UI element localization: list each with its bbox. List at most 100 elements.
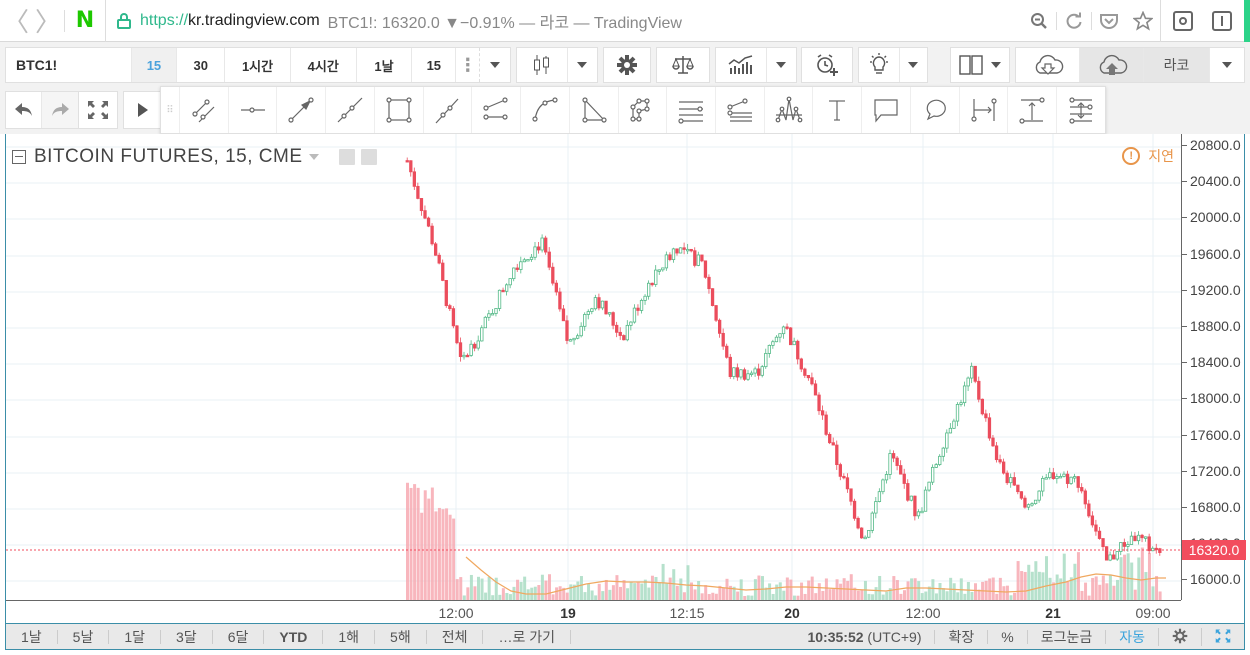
extended-line-tool-icon[interactable] — [325, 87, 374, 133]
interval-1d[interactable]: 1날 — [357, 48, 413, 82]
interval-dropdown[interactable] — [480, 48, 510, 82]
warning-icon: ! — [1122, 147, 1141, 165]
callout-tool-icon[interactable] — [861, 87, 910, 133]
range-5d[interactable]: 5날 — [58, 629, 110, 644]
price-label: 16800.0 — [1182, 499, 1241, 515]
series-title: BITCOIN FUTURES, 15, CME — [34, 146, 303, 167]
back-button[interactable]: 〈 — [2, 8, 29, 38]
auto-scale-toggle[interactable]: 자동 — [1105, 630, 1158, 644]
delayed-data-badge[interactable]: ! 지연 — [1122, 146, 1174, 166]
add-alert-icon[interactable] — [802, 48, 852, 82]
chart-pane[interactable]: BITCOIN FUTURES, 15, CME ! 지연 20800.0 20… — [5, 134, 1246, 624]
symbol-input[interactable]: BTC1! — [6, 48, 132, 82]
page-title: BTC1!: 16320.0 ▼−0.91% — 라코 — TradingVie… — [327, 14, 682, 32]
save-layout-cloud-icon[interactable] — [1080, 48, 1144, 82]
goto-date-button[interactable]: …로 가기 — [483, 629, 571, 644]
interval-30[interactable]: 30 — [177, 48, 226, 82]
curve-tool-icon[interactable] — [520, 87, 569, 133]
horizontal-ray-tool-icon[interactable] — [227, 87, 277, 133]
replay-play-icon[interactable] — [124, 92, 162, 128]
more-intervals-icon[interactable]: ⋮ — [456, 48, 481, 82]
range-6m[interactable]: 6달 — [213, 629, 265, 644]
price-scale[interactable]: 20800.0 20400.0 20000.0 19600.0 19200.0 … — [1181, 134, 1246, 600]
price-plot[interactable] — [6, 134, 1181, 600]
eye-visibility-icon[interactable] — [338, 149, 355, 165]
disjoint-channel-tool-icon[interactable] — [471, 87, 520, 133]
time-scale[interactable]: 12:00 19 12:15 20 12:00 21 09:00 — [6, 600, 1181, 624]
bookmark-star-icon[interactable] — [1126, 10, 1160, 31]
range-1y[interactable]: 1해 — [323, 629, 376, 644]
range-ytd[interactable]: YTD — [264, 629, 324, 644]
chart-type-button[interactable] — [517, 48, 568, 82]
current-price-badge: 16320.0 — [1182, 540, 1246, 560]
forward-button[interactable]: 〉 — [34, 8, 61, 38]
home-logo-button[interactable]: N — [75, 8, 95, 33]
layout-name-button[interactable]: 라코 — [1144, 48, 1210, 82]
triangle-tool-icon[interactable] — [568, 87, 618, 133]
ideas-dropdown[interactable] — [900, 48, 927, 82]
range-3m[interactable]: 3달 — [161, 629, 213, 644]
chevron-down-icon[interactable] — [308, 154, 319, 160]
date-range-tool-icon[interactable] — [958, 87, 1008, 133]
compare-scales-icon[interactable] — [657, 48, 709, 82]
date-price-range-tool-icon[interactable] — [1056, 87, 1105, 133]
pocket-icon[interactable] — [1092, 12, 1126, 30]
text-tool-icon[interactable] — [812, 87, 861, 133]
reload-icon[interactable] — [1057, 12, 1091, 30]
range-5y[interactable]: 5해 — [375, 629, 427, 644]
parallel-channel-tool-icon[interactable] — [422, 87, 472, 133]
time-label: 12:15 — [669, 605, 705, 621]
xabcd-pattern-tool-icon[interactable] — [617, 87, 667, 133]
undo-icon[interactable] — [6, 92, 42, 128]
arrow-tool-icon[interactable] — [276, 87, 325, 133]
interval-custom-15[interactable]: 15 — [412, 48, 457, 82]
reader-extension-icon[interactable] — [1204, 10, 1240, 31]
ideas-lightbulb-icon[interactable] — [859, 48, 900, 82]
extended-hours-toggle[interactable]: 확장 — [934, 630, 987, 644]
settings-gear-icon[interactable] — [604, 48, 650, 82]
rectangle-tool-icon[interactable] — [373, 87, 423, 133]
zoom-out-icon[interactable] — [1022, 12, 1056, 30]
layout-menu-dropdown[interactable] — [1210, 48, 1244, 82]
candles-icon — [533, 55, 549, 75]
scale-settings-gear-icon[interactable] — [1158, 628, 1201, 646]
price-label: 17600.0 — [1182, 427, 1241, 443]
indicators-dropdown[interactable] — [767, 48, 796, 82]
percent-scale-toggle[interactable]: % — [987, 630, 1026, 644]
interval-4h[interactable]: 4시간 — [291, 48, 357, 82]
price-range-tool-icon[interactable] — [1007, 87, 1056, 133]
screenshot-extension-icon[interactable] — [1160, 0, 1204, 42]
log-scale-toggle[interactable]: 로그눈금 — [1026, 630, 1106, 644]
clock[interactable]: 10:35:52 (UTC+9) — [794, 630, 934, 644]
price-label: 18800.0 — [1182, 318, 1241, 334]
time-label: 12:00 — [905, 605, 941, 621]
load-layout-cloud-icon[interactable] — [1016, 48, 1080, 82]
redo-icon[interactable] — [42, 92, 78, 128]
fullscreen-icon[interactable] — [79, 92, 117, 128]
address-bar[interactable]: https:// kr.tradingview.com BTC1!: 16320… — [105, 0, 1022, 42]
series-legend[interactable]: BITCOIN FUTURES, 15, CME — [12, 146, 377, 168]
trend-line-tool-icon[interactable] — [178, 87, 228, 133]
elliott-wave-tool-icon[interactable] — [763, 87, 813, 133]
time-label: 20 — [784, 605, 800, 621]
layout-select-button[interactable] — [951, 48, 1009, 82]
time-label: 09:00 — [1135, 605, 1171, 621]
indicators-icon[interactable] — [716, 48, 767, 82]
range-all[interactable]: 전체 — [427, 629, 484, 644]
browser-bar: 〈 〉 N https:// kr.tradingview.com BTC1!:… — [0, 0, 1250, 42]
interval-15[interactable]: 15 — [131, 48, 178, 82]
fullscreen-expand-icon[interactable] — [1201, 628, 1244, 646]
range-1d[interactable]: 1날 — [6, 629, 58, 644]
chart-toolbar: BTC1! 15 30 1시간 4시간 1날 15 ⋮ — [0, 42, 1250, 86]
balloon-tool-icon[interactable] — [909, 87, 959, 133]
price-label: 19600.0 — [1182, 246, 1241, 262]
fib-channel-tool-icon[interactable] — [714, 87, 764, 133]
interval-1h[interactable]: 1시간 — [225, 48, 291, 82]
collapse-legend-icon[interactable] — [12, 150, 26, 164]
fib-retracement-tool-icon[interactable] — [666, 87, 715, 133]
chart-type-dropdown[interactable] — [568, 48, 597, 82]
drawing-toolbar: ⠿ — [160, 86, 1106, 134]
series-settings-icon[interactable] — [360, 149, 377, 165]
range-1m[interactable]: 1달 — [109, 629, 162, 644]
drag-handle-icon[interactable]: ⠿ — [166, 104, 174, 116]
